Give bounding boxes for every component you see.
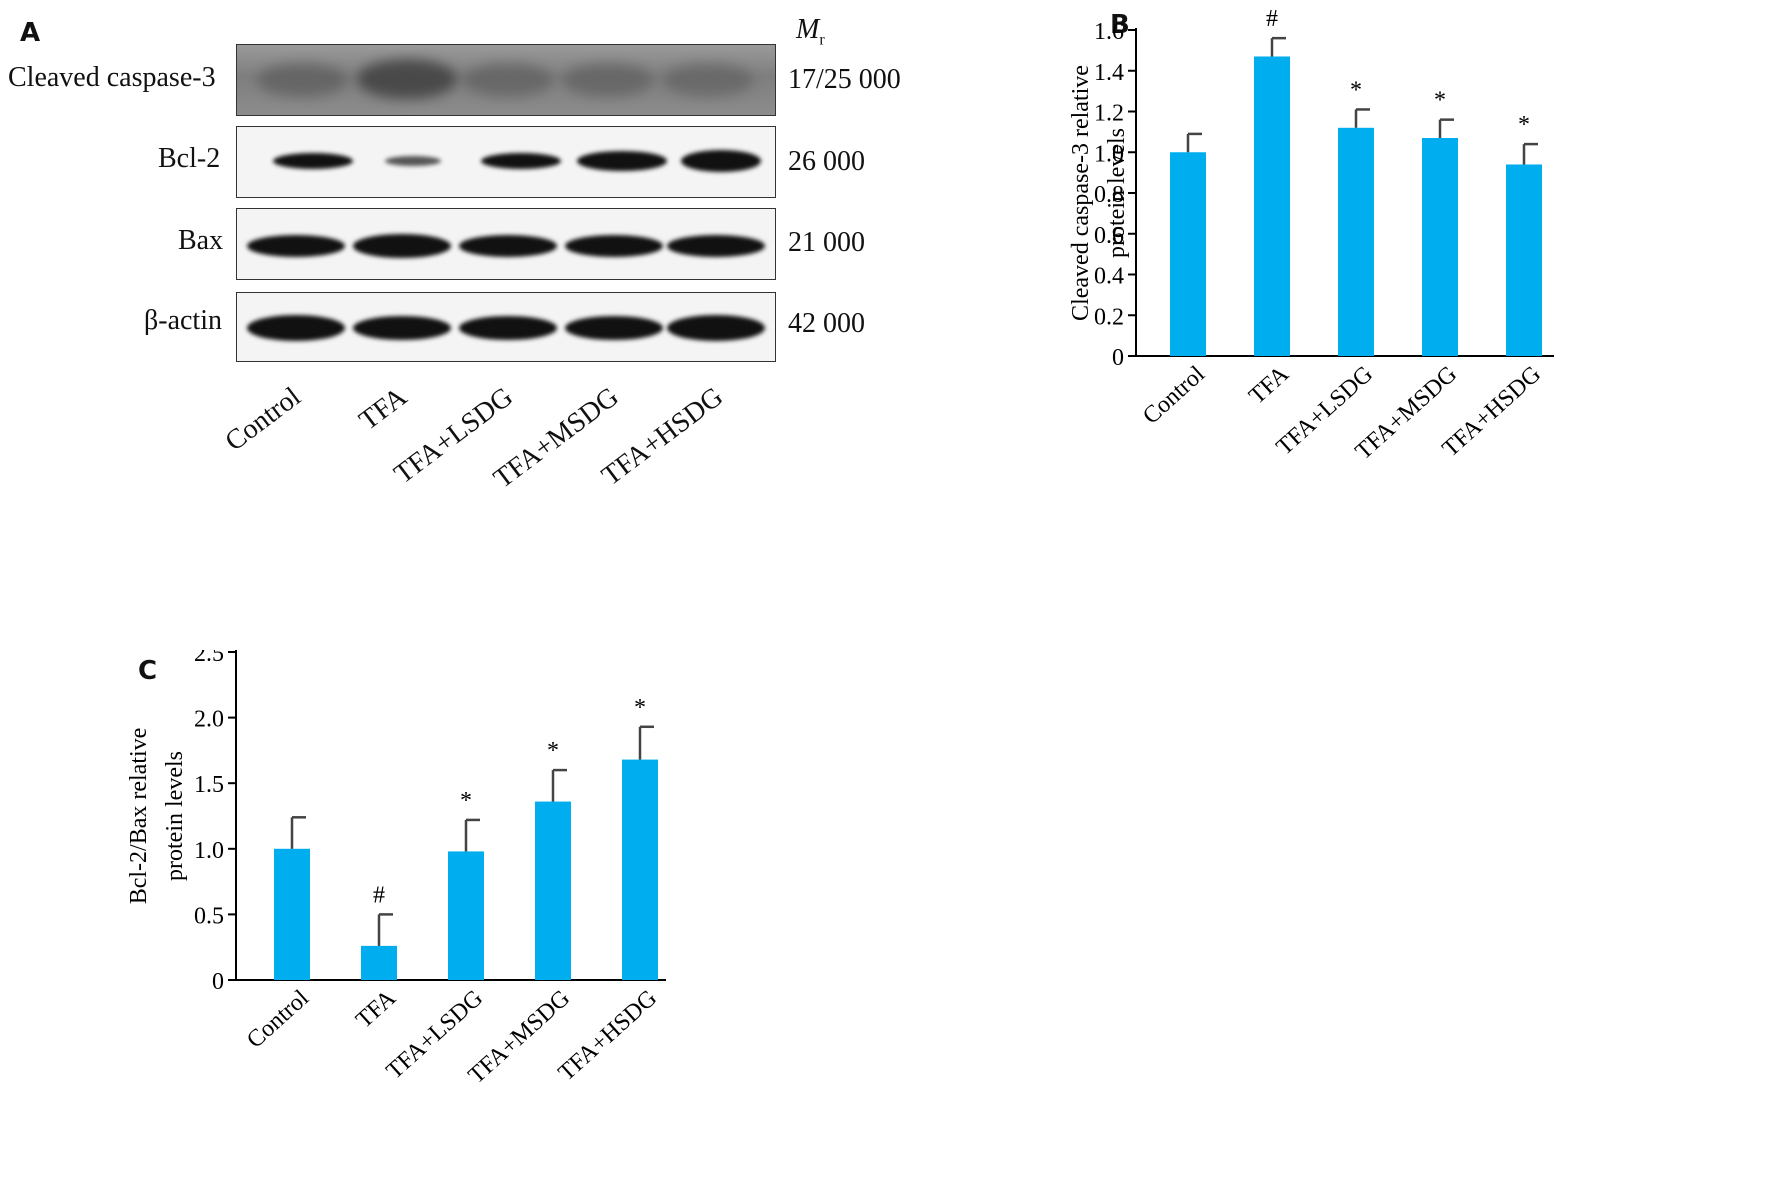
y-tick-label: 1.0 [1094, 141, 1124, 167]
y-tick-label: 2.0 [194, 707, 224, 733]
x-tick-label: TFA [351, 985, 401, 1034]
mr-subscript: r [819, 31, 825, 49]
blot-label-caspase: Cleaved caspase-3 [8, 62, 216, 93]
blot-label-bax: Bax [178, 225, 224, 256]
band [565, 316, 663, 340]
band [353, 234, 451, 258]
band [681, 150, 761, 172]
bar [1254, 56, 1290, 357]
y-tick-label: 0.4 [1094, 264, 1124, 290]
x-tick-label: Control [242, 985, 314, 1054]
y-tick-label: 1.4 [1094, 60, 1124, 86]
y-tick-label: 0.6 [1094, 223, 1124, 249]
significance-marker: * [547, 738, 559, 764]
panel-a-label: A [20, 18, 41, 48]
bar [1422, 137, 1458, 356]
mw-caspase: 17/25 000 [788, 64, 901, 95]
significance-marker: * [634, 695, 646, 721]
y-tick-label: 1.2 [1094, 101, 1124, 127]
chart-c: 0 0.5 1.0 1.5 2.0 2.5 Bcl-2/Bax relative protei… [126, 650, 666, 1089]
significance-marker: * [1518, 112, 1530, 138]
blot-actin [236, 292, 776, 362]
blot-caspase [236, 44, 776, 116]
band [385, 156, 441, 166]
significance-marker: * [1434, 88, 1446, 114]
bar [1338, 127, 1374, 356]
significance-marker: * [460, 788, 472, 814]
lane-label: Control [220, 381, 308, 458]
y-axis-label: protein levels [1104, 128, 1130, 258]
band [663, 63, 753, 97]
mr-label: Mr [796, 14, 825, 50]
blot-bax [236, 208, 776, 280]
blot-bcl2 [236, 126, 776, 198]
bar [1506, 164, 1542, 356]
y-tick-label: 0 [212, 969, 224, 995]
y-axis-label: protein levels [162, 751, 188, 881]
x-tick-label: Control [1138, 361, 1210, 430]
bar [622, 759, 658, 980]
band [459, 316, 557, 340]
significance-marker: * [1350, 77, 1362, 103]
bar [1170, 152, 1206, 356]
band [481, 153, 561, 169]
mw-actin: 42 000 [788, 308, 865, 339]
y-tick-label: 1.0 [194, 838, 224, 864]
band [357, 59, 457, 99]
bar [535, 801, 571, 980]
band [667, 315, 765, 341]
bar [361, 945, 397, 980]
y-tick-label: 0.2 [1094, 304, 1124, 330]
bar [448, 851, 484, 980]
y-tick-label: 0 [1112, 345, 1124, 371]
band [463, 63, 553, 97]
band [273, 153, 353, 169]
band [247, 315, 345, 341]
bar [274, 848, 310, 980]
mr-text: M [796, 14, 820, 45]
panel-b-label: B [1110, 10, 1130, 40]
blot-label-bcl2: Bcl-2 [158, 143, 221, 174]
blot-label-actin: β-actin [144, 305, 222, 336]
band [563, 63, 653, 97]
x-tick-label: TFA [1244, 361, 1294, 410]
y-axis-label: Cleaved caspase-3 relative [1070, 65, 1094, 321]
panel-c-label: C [138, 656, 158, 686]
band [667, 235, 765, 257]
band [577, 151, 667, 171]
band [459, 235, 557, 257]
y-tick-label: 1.6 [1094, 19, 1124, 45]
y-tick-label: 0.5 [194, 903, 224, 929]
mw-bcl2: 26 000 [788, 146, 865, 177]
significance-marker: # [373, 882, 385, 908]
band [353, 316, 451, 340]
y-tick-label: 1.5 [194, 772, 224, 798]
mw-bax: 21 000 [788, 227, 865, 258]
y-tick-label: 2.5 [194, 650, 224, 667]
band [247, 235, 345, 257]
lane-label: TFA [353, 381, 414, 437]
y-tick-label: 0.8 [1094, 182, 1124, 208]
y-axis-label: Bcl-2/Bax relative [126, 728, 152, 905]
band [257, 63, 347, 97]
significance-marker: # [1266, 6, 1278, 32]
band [565, 235, 663, 257]
